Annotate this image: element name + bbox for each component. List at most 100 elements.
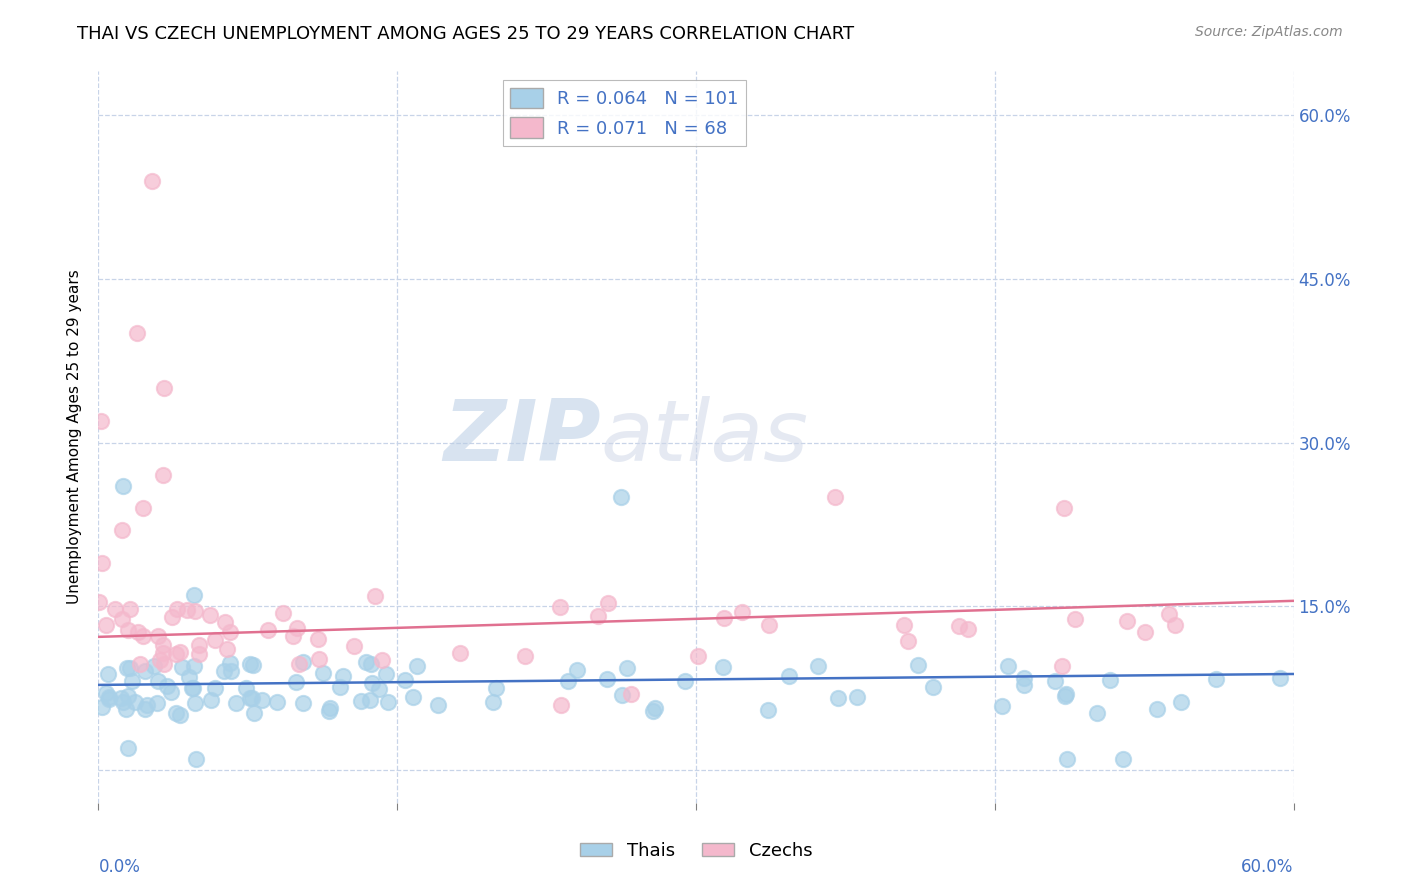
Point [1135,625,1157,640]
Point [183,659,205,673]
Point [713,611,735,625]
Point [1052,659,1074,673]
Point [214,615,236,630]
Point [291,656,314,670]
Point [239,691,262,706]
Text: 60.0%: 60.0% [1241,858,1294,876]
Point [114,702,136,716]
Point [312,665,335,680]
Point [141,173,163,187]
Point [200,692,222,706]
Point [997,659,1019,673]
Point [179,670,201,684]
Point [169,645,191,659]
Point [110,691,132,706]
Point [402,690,425,704]
Point [219,656,242,670]
Text: Source: ZipAtlas.com: Source: ZipAtlas.com [1195,25,1343,39]
Point [308,652,330,666]
Point [124,695,146,709]
Point [596,596,619,610]
Legend: Thais, Czechs: Thais, Czechs [572,835,820,867]
Point [97,692,120,706]
Point [242,657,264,672]
Point [610,689,633,703]
Point [426,698,449,713]
Point [97,690,120,704]
Point [129,657,152,671]
Point [160,685,183,699]
Point [112,695,135,709]
Point [187,647,209,661]
Point [1012,671,1035,685]
Point [285,621,308,635]
Point [548,599,571,614]
Point [1054,690,1077,704]
Point [370,653,392,667]
Point [120,661,142,675]
Point [1205,672,1227,686]
Point [513,648,536,663]
Point [156,679,179,693]
Point [219,665,242,679]
Point [921,680,943,694]
Point [235,681,257,696]
Point [1270,672,1292,686]
Point [281,628,304,642]
Point [359,693,381,707]
Point [484,681,506,695]
Point [673,673,696,688]
Point [162,609,184,624]
Point [121,673,143,688]
Text: atlas: atlas [600,395,808,479]
Point [169,708,191,723]
Point [94,686,117,700]
Point [1157,607,1180,622]
Point [758,617,780,632]
Point [731,606,754,620]
Point [405,659,427,673]
Y-axis label: Unemployment Among Ages 25 to 29 years: Unemployment Among Ages 25 to 29 years [67,269,83,605]
Point [360,657,382,672]
Point [620,687,643,701]
Point [117,689,139,703]
Point [184,696,207,710]
Point [1112,752,1135,766]
Point [117,661,139,675]
Point [180,681,202,695]
Point [90,414,112,428]
Point [117,623,139,637]
Point [897,634,920,648]
Point [183,588,205,602]
Point [165,706,187,721]
Point [319,700,342,714]
Point [250,693,273,707]
Point [215,642,238,657]
Point [342,640,364,654]
Point [131,629,153,643]
Point [318,704,340,718]
Point [824,490,846,504]
Point [184,752,207,766]
Point [1098,673,1121,688]
Point [893,618,915,632]
Point [198,607,221,622]
Point [153,381,176,395]
Point [807,659,830,673]
Text: 0.0%: 0.0% [98,858,141,876]
Point [176,603,198,617]
Point [111,523,134,537]
Point [142,659,165,673]
Point [364,589,387,603]
Point [117,741,139,756]
Point [181,681,204,695]
Point [756,703,779,717]
Point [1170,695,1192,709]
Point [307,632,329,646]
Point [104,601,127,615]
Point [713,660,735,674]
Point [94,618,117,632]
Point [91,556,114,570]
Point [153,657,176,671]
Point [288,657,311,671]
